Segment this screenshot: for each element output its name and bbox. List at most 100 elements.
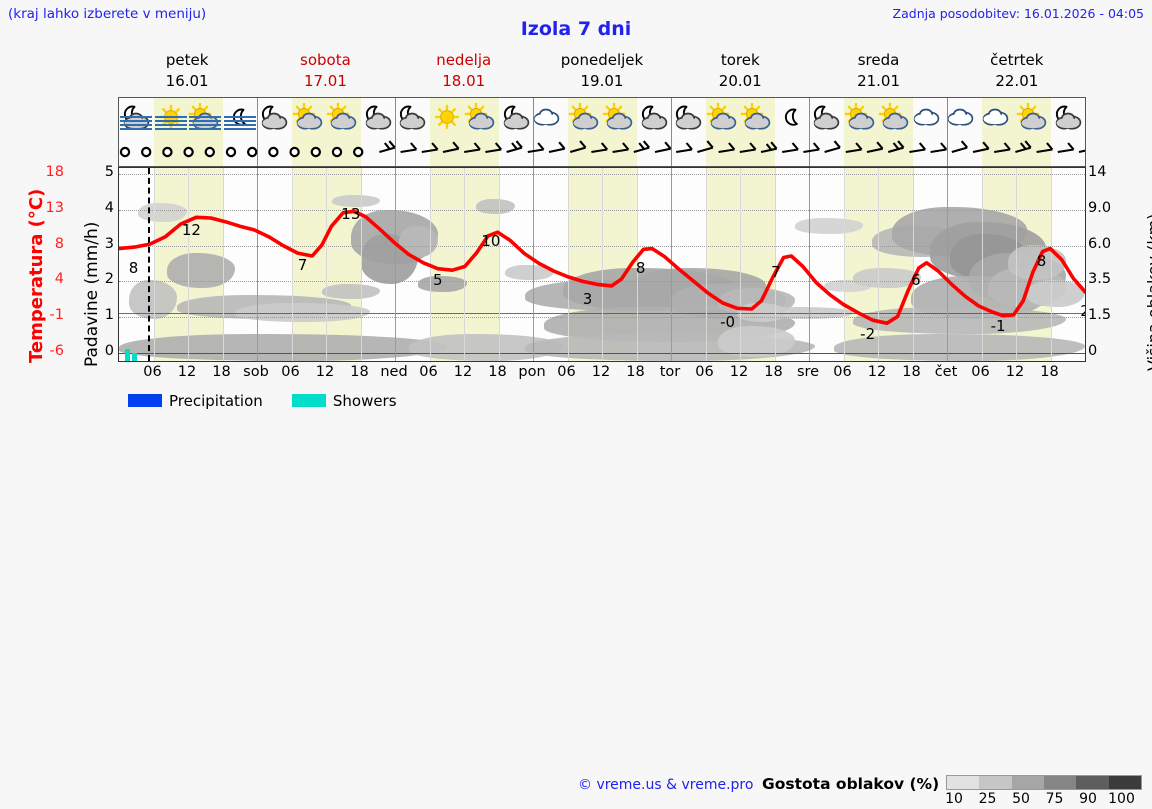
day-separator [257, 139, 258, 166]
x-tick-label: 12 [315, 364, 335, 380]
current-time-marker [148, 168, 151, 361]
temperature-value-label: 7 [771, 263, 781, 282]
temperature-value-label: 10 [481, 232, 501, 251]
axis-tick-label: 3 [104, 235, 114, 252]
x-tick-label: 18 [764, 364, 783, 380]
x-tick-label: pon [518, 364, 546, 380]
cloud-blob [795, 218, 863, 234]
x-tick-label: 18 [212, 364, 231, 380]
precipitation-swatch [128, 394, 162, 407]
x-tick-label: 12 [591, 364, 611, 380]
axis-tick-label: 0 [1088, 343, 1098, 359]
density-swatch [1043, 776, 1077, 789]
x-tick-label: 12 [453, 364, 473, 380]
x-tick-label: 18 [350, 364, 369, 380]
x-tick-label: čet [934, 364, 958, 380]
temperature-value-labels: 8 12 7 13 5 10 3 8 -0 7 -2 6 -1 8 2 [119, 168, 1085, 361]
cloud-blob [138, 202, 187, 223]
axis-tick-label: 9.0 [1088, 199, 1112, 216]
day-name: ponedeljek [560, 51, 644, 69]
grid-line-vertical [843, 168, 845, 361]
day-separator [395, 98, 396, 139]
x-tick-label: 06 [971, 364, 990, 380]
grid-line-vertical [636, 168, 638, 361]
weather-icon-sun [430, 99, 465, 139]
grid-line-vertical [326, 168, 327, 361]
precipitation-axis-ticks: 5 4 3 2 1 0 [84, 164, 114, 362]
weather-icon-moon-cloud [671, 99, 706, 139]
cloud-density-scale [946, 775, 1142, 790]
temperature-curve [119, 209, 1085, 325]
day-header-nedelja: nedelja 18.01 [395, 50, 533, 96]
density-swatch [1108, 776, 1141, 789]
temperature-value-label: -0 [720, 313, 736, 332]
grid-line-vertical [981, 168, 983, 361]
wind-barbs [119, 140, 1085, 158]
day-date: 17.01 [303, 72, 347, 90]
day-separator [947, 98, 948, 139]
axis-tick-label: 3.5 [1088, 271, 1112, 288]
weather-icon-moon-cloud [361, 99, 396, 139]
grid-line-vertical [567, 168, 569, 361]
density-tick-label: 50 [1012, 791, 1030, 807]
precipitation-legend-label: Precipitation [169, 391, 263, 410]
x-tick-label: 06 [833, 364, 852, 380]
temperature-value-label: 8 [635, 259, 646, 278]
grid-line-vertical [257, 168, 258, 361]
cloud-blob [853, 268, 921, 288]
x-tick-label: 18 [488, 364, 507, 380]
x-axis-tick-labels: 06 12 18 sob 06 12 18 ned 06 12 18 pon 06 12 18 tor 06 12… [118, 364, 1086, 386]
weather-icon-sun-cloud [568, 99, 603, 139]
grid-line-vertical [774, 168, 776, 361]
x-tick-label: ned [380, 364, 408, 380]
precipitation-bar [124, 349, 130, 361]
day-header-četrtek: četrtek 22.01 [948, 50, 1086, 96]
location-menu-hint[interactable]: (kraj lahko izberete v meniju) [8, 6, 207, 22]
meteogram-plot: 8 12 7 13 5 10 3 8 -0 7 -2 6 -1 8 2 [118, 167, 1086, 362]
weather-icon-moon-cloud [1051, 99, 1086, 139]
weather-icon-cloud [982, 99, 1017, 139]
grid-line-vertical [809, 168, 810, 361]
weather-icon-cloud [913, 99, 948, 139]
grid-line-vertical [740, 168, 741, 361]
day-date: 16.01 [165, 72, 209, 90]
day-separator [809, 98, 810, 139]
weather-icon-moon-cloud [809, 99, 844, 139]
cloud-blob [756, 306, 854, 319]
temperature-value-label: 5 [432, 270, 443, 289]
weather-icon-sun-cloud [844, 99, 879, 139]
day-name: petek [165, 51, 209, 69]
x-tick-label: 18 [902, 364, 921, 380]
bottom-legend: Precipitation Showers © vreme.us & vreme… [0, 386, 1152, 807]
cloud-blob [331, 195, 380, 207]
cloud-height-axis-title: Višina oblakov (km) [1122, 175, 1152, 375]
day-name: četrtek [990, 51, 1044, 69]
precipitation-axis-title: Padavine (mm/h) [58, 175, 102, 367]
x-tick-label: sre [796, 364, 820, 380]
day-name: torek [720, 51, 760, 69]
temperature-value-label: 8 [1036, 251, 1047, 270]
grid-line-vertical [222, 168, 224, 361]
day-separator [533, 139, 534, 166]
daylight-stripe [291, 139, 361, 166]
weather-icon-sun-cloud [878, 99, 913, 139]
cloud-density-field [119, 168, 1085, 361]
day-date: 20.01 [718, 72, 762, 90]
x-tick-label: 06 [419, 364, 438, 380]
day-separator [533, 98, 534, 139]
cloud-blob [717, 326, 796, 358]
x-tick-label: 18 [1040, 364, 1059, 380]
copyright-label[interactable]: © vreme.us & vreme.pro [578, 777, 754, 793]
weather-icon-moon-cloud [499, 99, 534, 139]
day-header-ponedeljek: ponedeljek 19.01 [533, 50, 671, 96]
day-name: nedelja [436, 51, 492, 69]
day-date: 21.01 [857, 72, 901, 90]
grid-line-vertical [1050, 168, 1052, 361]
weather-icon-moon-cloud [637, 99, 672, 139]
grid-line-vertical [360, 168, 362, 361]
axis-tick-label: 8 [54, 235, 64, 252]
cloud-blob [321, 283, 380, 300]
grid-line-vertical [188, 168, 189, 361]
axis-tick-label: 14 [1088, 164, 1107, 180]
day-separator [395, 139, 396, 166]
